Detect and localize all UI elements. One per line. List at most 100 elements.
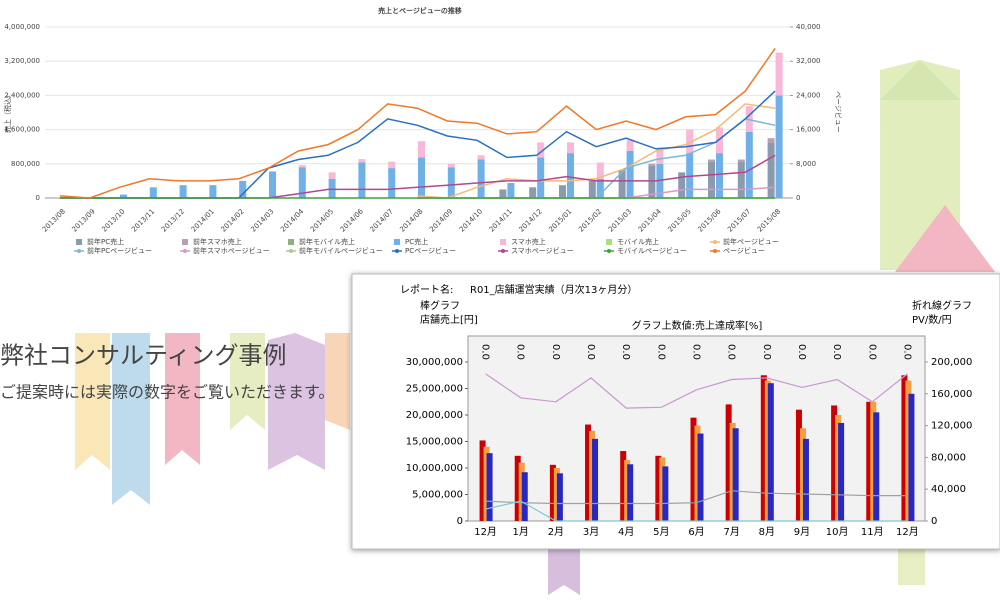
y2-tick-label: 0 — [931, 516, 937, 527]
bar — [686, 129, 694, 154]
y2-tick-label: 120,000 — [931, 421, 972, 432]
y2-tick-label: 40,000 — [796, 23, 821, 31]
ribbon — [325, 333, 350, 430]
bar — [358, 159, 366, 163]
bar — [627, 464, 634, 521]
y2-axis-title: PV/数/円 — [912, 313, 952, 326]
y-tick-label: 20,000,000 — [406, 410, 463, 421]
x-tick-label: 6月 — [688, 526, 704, 538]
bar — [626, 150, 634, 198]
bar — [656, 148, 664, 164]
ribbon — [898, 548, 925, 585]
bar — [209, 185, 217, 198]
bar — [298, 167, 306, 198]
y2-tick-label: 8,000 — [796, 160, 816, 168]
bar — [732, 428, 739, 521]
bar — [838, 422, 845, 521]
x-tick-label: 10月 — [826, 526, 849, 538]
ribbon — [165, 333, 200, 465]
y-tick-label: 0 — [36, 194, 40, 202]
bar — [618, 170, 626, 198]
data-label: 0.0 — [761, 344, 772, 360]
legend-marker — [713, 249, 717, 253]
line — [485, 490, 908, 505]
bar — [596, 178, 604, 198]
bar — [588, 180, 596, 198]
y2-tick-label: 160,000 — [931, 389, 972, 400]
bar — [537, 157, 545, 198]
bar — [179, 185, 187, 198]
legend-marker — [501, 249, 505, 253]
legend-marker — [77, 249, 81, 253]
y2-axis-title: 折れ線グラフ — [912, 299, 972, 312]
bar — [725, 404, 732, 521]
bar — [596, 162, 604, 179]
bar — [775, 52, 783, 96]
bar — [745, 131, 753, 198]
x-tick-label: 1月 — [513, 526, 529, 538]
bar — [521, 472, 528, 521]
legend-marker — [289, 249, 293, 253]
bar — [648, 165, 656, 198]
bar — [529, 187, 537, 198]
bar — [716, 153, 723, 198]
decoration — [75, 60, 995, 595]
y2-tick-label: 16,000 — [796, 126, 821, 134]
bar — [737, 159, 745, 162]
bar — [873, 412, 880, 521]
report-label: レポート名: — [400, 283, 453, 296]
x-tick-label: 8月 — [759, 526, 775, 538]
bar — [328, 172, 336, 179]
panel — [0, 0, 878, 272]
bar — [648, 163, 656, 166]
bar — [120, 194, 127, 198]
bar — [775, 95, 783, 198]
line — [485, 373, 908, 409]
data-label: 0.0 — [620, 344, 631, 360]
y2-tick-label: 80,000 — [931, 452, 966, 463]
report-name: R01_店舗運営実績（月次13ヶ月分） — [470, 283, 637, 296]
bar — [678, 172, 686, 198]
bar — [690, 417, 697, 521]
bar — [708, 159, 715, 162]
bar — [831, 405, 838, 521]
legend-label: 前年スマホページビュー — [193, 246, 270, 255]
bar — [716, 127, 723, 154]
legend-swatch — [606, 239, 612, 245]
bar — [388, 161, 396, 169]
legend-swatch — [394, 239, 400, 245]
legend-label: モバイル売上 — [617, 237, 659, 246]
legend-label: 前年PC売上 — [87, 237, 124, 246]
y-axis-title: 棒グラフ — [420, 299, 460, 312]
bar — [697, 433, 704, 521]
legend-label: 前年モバイルページビュー — [299, 246, 383, 255]
y2-tick-label: 40,000 — [931, 484, 966, 495]
bar — [418, 141, 425, 158]
data-label: 0.0 — [550, 344, 561, 360]
line — [485, 500, 908, 522]
bar — [767, 383, 774, 521]
bar — [556, 473, 563, 521]
y2-tick-label: 32,000 — [796, 57, 821, 65]
bar — [149, 187, 157, 198]
bar — [866, 401, 873, 521]
ribbon — [112, 333, 150, 505]
ribbon — [75, 333, 110, 470]
y-tick-label: 0 — [457, 516, 463, 527]
y2-tick-label: 0 — [796, 194, 800, 202]
data-label: 0.0 — [901, 344, 912, 360]
bar — [626, 140, 634, 151]
bar — [737, 161, 745, 198]
bar — [559, 185, 566, 198]
legend-label: 前年モバイル売上 — [299, 237, 355, 246]
bar — [745, 106, 753, 132]
bar — [549, 464, 556, 521]
bar — [767, 142, 775, 198]
y-tick-label: 15,000,000 — [406, 437, 463, 448]
legend-marker — [395, 249, 399, 253]
data-label: 0.0 — [655, 344, 666, 360]
data-label: 0.0 — [831, 344, 842, 360]
bar — [477, 159, 485, 198]
